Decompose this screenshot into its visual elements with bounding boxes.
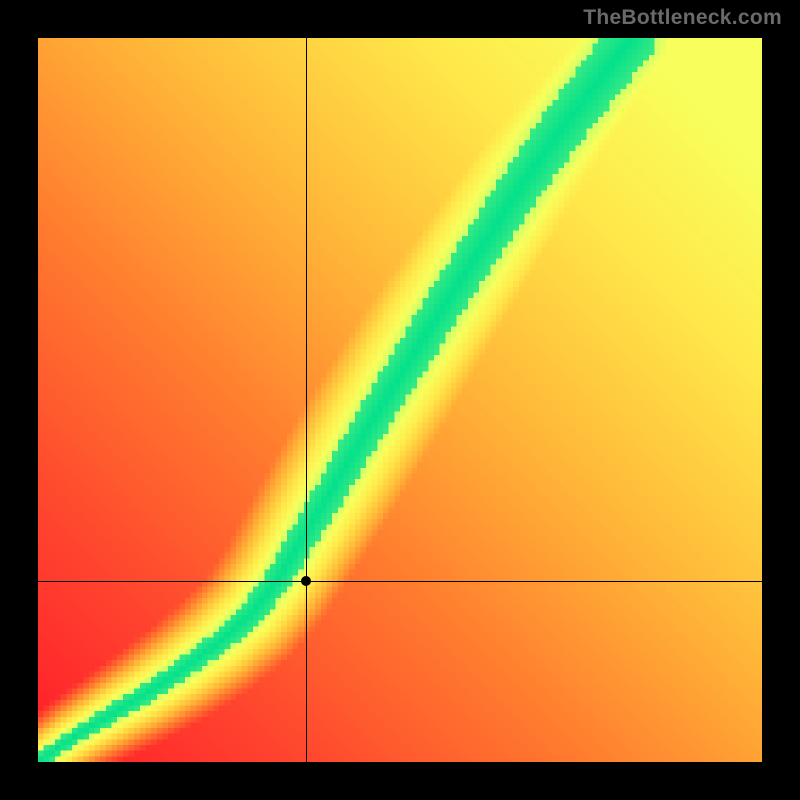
chart-container: TheBottleneck.com — [0, 0, 800, 800]
crosshair-marker — [301, 576, 311, 586]
watermark-text: TheBottleneck.com — [583, 6, 782, 30]
bottleneck-heatmap — [38, 38, 762, 762]
plot-area — [38, 38, 762, 762]
crosshair-vertical — [306, 38, 307, 762]
crosshair-horizontal — [38, 581, 762, 582]
